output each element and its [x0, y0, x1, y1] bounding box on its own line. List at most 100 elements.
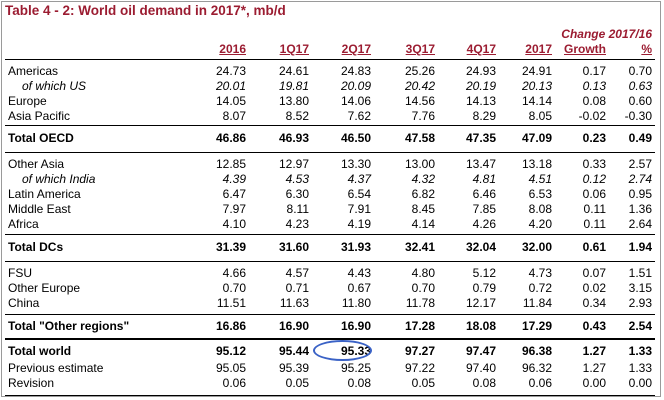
- table-row: Americas 24.73 24.61 24.83 25.26 24.93 24.91 0.…: [0, 64, 664, 79]
- rule-before-total-oecd: [5, 125, 655, 126]
- table-row: Africa 4.10 4.23 4.19 4.14 4.26 4.20 0.11 2.64: [0, 217, 664, 232]
- col-header-3q17: 3Q17: [405, 42, 435, 56]
- cell-4q17: 18.08: [465, 319, 496, 333]
- cell-2q17: 4.19: [347, 217, 371, 231]
- cell-2017: 4.73: [528, 266, 552, 280]
- cell-4q17: 97.40: [465, 361, 496, 375]
- cell-percent: 0.60: [628, 94, 652, 108]
- table-row: Asia Pacific 8.07 8.52 7.62 7.76 8.29 8.05 -0.0…: [0, 109, 664, 124]
- row-label: Revision: [8, 376, 55, 390]
- table-row: Revision 0.06 0.05 0.08 0.05 0.08 0.06 0.00 0.00: [0, 376, 664, 391]
- cell-percent: 1.33: [628, 361, 652, 375]
- cell-2017: 96.38: [521, 344, 552, 358]
- cell-growth: 0.11: [583, 217, 606, 231]
- rule-header: [5, 59, 655, 60]
- cell-growth: 0.12: [582, 172, 606, 186]
- cell-3q17: 47.58: [404, 131, 435, 145]
- table-row: of which US 20.01 19.81 20.09 20.42 20.19 20.1…: [0, 79, 664, 94]
- table-title: Table 4 - 2: World oil demand in 2017*, …: [5, 3, 286, 18]
- cell-1q17: 46.93: [278, 131, 309, 145]
- table-row: FSU 4.66 4.57 4.43 4.80 5.12 4.73 0.07 1.51: [0, 266, 664, 281]
- cell-2016: 11.51: [216, 296, 246, 310]
- cell-3q17: 17.28: [404, 319, 435, 333]
- row-label: Latin America: [8, 187, 81, 201]
- row-label: Europe: [8, 94, 47, 108]
- row-label: FSU: [8, 266, 32, 280]
- cell-3q17: 0.70: [411, 281, 435, 295]
- cell-2016: 16.86: [215, 319, 246, 333]
- cell-2017: 47.09: [521, 131, 552, 145]
- cell-2q17: 7.62: [347, 109, 371, 123]
- cell-growth: 0.43: [582, 319, 606, 333]
- cell-2016: 31.39: [215, 240, 246, 254]
- col-header-2016: 2016: [219, 42, 246, 56]
- cell-4q17: 20.19: [465, 79, 496, 93]
- cell-1q17: 8.52: [285, 109, 309, 123]
- cell-2q17: 0.08: [347, 376, 371, 390]
- cell-2q17: 20.09: [340, 79, 371, 93]
- cell-percent: 0.95: [628, 187, 652, 201]
- cell-growth: 0.00: [582, 376, 606, 390]
- cell-percent: 0.63: [628, 79, 652, 93]
- rule-after-total-dcs: [5, 261, 655, 262]
- cell-1q17: 31.60: [278, 240, 309, 254]
- cell-4q17: 7.85: [472, 202, 496, 216]
- col-header-4q17: 4Q17: [466, 42, 496, 56]
- cell-4q17: 0.79: [472, 281, 496, 295]
- table-row: Total OECD 46.86 46.93 46.50 47.58 47.35 47.09…: [0, 131, 664, 146]
- cell-growth: 0.02: [582, 281, 606, 295]
- row-label: Previous estimate: [8, 361, 104, 375]
- cell-3q17: 97.27: [404, 344, 435, 358]
- cell-2016: 8.07: [222, 109, 246, 123]
- col-header-2q17: 2Q17: [341, 42, 371, 56]
- cell-growth: 0.08: [582, 94, 606, 108]
- cell-4q17: 4.81: [472, 172, 496, 186]
- cell-4q17: 6.46: [472, 187, 496, 201]
- cell-percent: 2.64: [628, 217, 652, 231]
- cell-3q17: 25.26: [404, 64, 435, 78]
- cell-2016: 20.01: [215, 79, 246, 93]
- rule-bottom: [5, 395, 655, 396]
- cell-2q17: 0.67: [347, 281, 371, 295]
- cell-growth: 0.06: [582, 187, 606, 201]
- row-label: Total "Other regions": [8, 319, 130, 333]
- cell-percent: 1.36: [628, 202, 652, 216]
- table-row: Europe 14.05 13.80 14.06 14.56 14.13 14.14 0.08…: [0, 94, 664, 109]
- row-label: Asia Pacific: [8, 109, 71, 123]
- rule-before-total-world: [5, 338, 655, 340]
- row-label: Middle East: [8, 202, 71, 216]
- cell-2017: 4.51: [528, 172, 552, 186]
- cell-2q17: 95.25: [340, 361, 371, 375]
- cell-2q17: 4.37: [347, 172, 371, 186]
- cell-3q17: 8.45: [411, 202, 435, 216]
- cell-2016: 4.66: [222, 266, 246, 280]
- cell-2017: 14.14: [521, 94, 552, 108]
- cell-3q17: 4.80: [411, 266, 435, 280]
- cell-2017: 0.72: [528, 281, 552, 295]
- row-label: China: [8, 296, 40, 310]
- cell-2017: 20.13: [521, 79, 552, 93]
- col-header-percent: %: [641, 42, 652, 56]
- cell-3q17: 13.00: [404, 157, 435, 171]
- cell-2017: 6.53: [528, 187, 552, 201]
- row-label: Other Europe: [8, 281, 81, 295]
- row-label: Total world: [8, 344, 72, 358]
- cell-percent: 2.57: [628, 157, 652, 171]
- table-row: Total "Other regions" 16.86 16.90 16.90 17.2…: [0, 319, 664, 334]
- cell-1q17: 4.57: [285, 266, 309, 280]
- cell-4q17: 0.08: [472, 376, 496, 390]
- cell-2016: 14.05: [215, 94, 246, 108]
- cell-growth: 0.11: [583, 202, 606, 216]
- table-row: Total DCs 31.39 31.60 31.93 32.41 32.04 32.00 0…: [0, 240, 664, 255]
- cell-4q17: 32.04: [465, 240, 496, 254]
- cell-1q17: 13.80: [278, 94, 309, 108]
- cell-4q17: 8.29: [472, 109, 496, 123]
- cell-3q17: 7.76: [411, 109, 435, 123]
- cell-2016: 4.10: [222, 217, 246, 231]
- cell-2016: 4.39: [222, 172, 246, 186]
- cell-1q17: 12.97: [278, 157, 309, 171]
- rule-before-total-dcs: [5, 234, 655, 235]
- cell-3q17: 6.82: [411, 187, 435, 201]
- cell-percent: 0.00: [628, 376, 652, 390]
- cell-4q17: 5.12: [472, 266, 496, 280]
